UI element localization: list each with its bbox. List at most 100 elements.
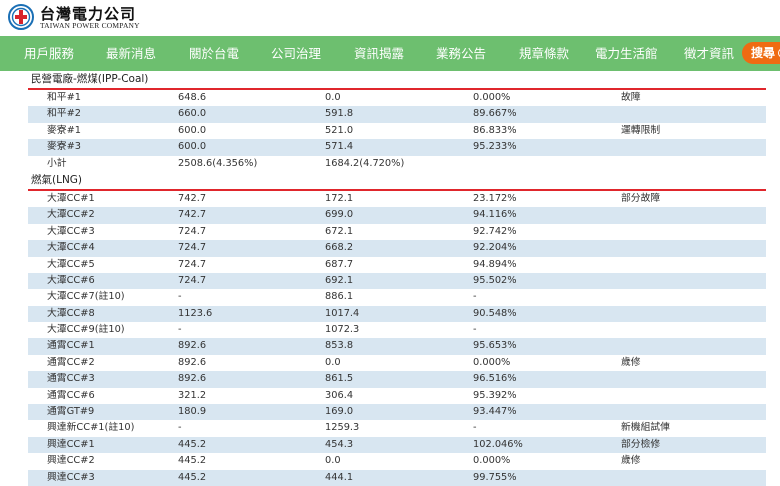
net-generation: 306.4 — [325, 389, 354, 401]
unit-name: 大潭CC#1 — [47, 192, 95, 204]
installed-capacity: 724.7 — [178, 274, 207, 286]
installed-capacity: 660.0 — [178, 108, 207, 120]
installed-capacity: 1123.6 — [178, 307, 213, 319]
table-row: 大潭CC#9(註10) - 1072.3 - — [28, 322, 766, 338]
generation-table: 民營電廠-燃煤(IPP-Coal) 和平#1 648.6 0.0 0.000% … — [28, 71, 766, 486]
net-generation: 0.0 — [325, 356, 341, 368]
remark: 部分檢修 — [621, 438, 661, 450]
unit-name: 通霄GT#9 — [47, 406, 95, 418]
installed-capacity: 724.7 — [178, 242, 207, 254]
unit-name: 通霄CC#6 — [47, 389, 95, 401]
table-row: 通霄CC#1 892.6 853.8 95.653% — [28, 338, 766, 355]
remark: 部分故障 — [621, 192, 661, 204]
unit-name: 和平#2 — [47, 108, 82, 120]
nav-item-regulations[interactable]: 規章條款 — [519, 46, 570, 61]
unit-name: 通霄CC#2 — [47, 356, 95, 368]
nav-item-news[interactable]: 最新消息 — [106, 46, 157, 61]
taipower-logo-icon[interactable] — [8, 4, 34, 30]
remark: 新機組試俥 — [621, 422, 670, 434]
nav-item-about[interactable]: 關於台電 — [189, 46, 240, 61]
utilization-ratio: 95.233% — [473, 141, 517, 153]
utilization-ratio: 89.667% — [473, 108, 517, 120]
table-row: 大潭CC#8 1123.6 1017.4 90.548% — [28, 305, 766, 323]
unit-name: 大潭CC#3 — [47, 225, 95, 237]
search-label: 搜尋 — [751, 46, 776, 60]
utilization-ratio: 93.447% — [473, 406, 517, 418]
unit-name: 大潭CC#6 — [47, 274, 95, 286]
nav-item-governance[interactable]: 公司治理 — [271, 46, 322, 61]
installed-capacity: 2508.6(4.356%) — [178, 157, 258, 169]
table-row: 通霄CC#6 321.2 306.4 95.392% — [28, 388, 766, 404]
net-generation: 0.0 — [325, 455, 341, 467]
utilization-ratio: 102.046% — [473, 438, 523, 450]
installed-capacity: 321.2 — [178, 389, 207, 401]
installed-capacity: 600.0 — [178, 141, 207, 153]
net-generation: 1259.3 — [325, 422, 360, 434]
remark: 歲修 — [621, 455, 641, 467]
section-heading-lng: 燃氣(LNG) — [28, 172, 766, 191]
installed-capacity: 724.7 — [178, 258, 207, 270]
unit-name: 大潭CC#7(註10) — [47, 291, 125, 303]
table-row: 通霄CC#2 892.6 0.0 0.000% 歲修 — [28, 355, 766, 371]
net-generation: 668.2 — [325, 242, 354, 254]
utilization-ratio: 92.204% — [473, 242, 517, 254]
table-row: 興達CC#3 445.2 444.1 99.755% — [28, 469, 766, 486]
unit-name: 大潭CC#5 — [47, 258, 95, 270]
table-row: 大潭CC#4 724.7 668.2 92.204% — [28, 240, 766, 257]
nav-item-careers[interactable]: 徵才資訊 — [684, 46, 735, 61]
installed-capacity: 724.7 — [178, 225, 207, 237]
unit-name: 大潭CC#4 — [47, 242, 95, 254]
remark: 運轉限制 — [621, 124, 661, 136]
main-nav: 用戶服務 最新消息 關於台電 公司治理 資訊揭露 業務公告 規章條款 電力生活館… — [0, 36, 780, 71]
utilization-ratio: 95.502% — [473, 274, 517, 286]
net-generation: 591.8 — [325, 108, 354, 120]
table-row: 大潭CC#3 724.7 672.1 92.742% — [28, 224, 766, 240]
unit-name: 麥寮#1 — [47, 124, 82, 136]
utilization-ratio: 0.000% — [473, 455, 511, 467]
installed-capacity: 892.6 — [178, 356, 207, 368]
installed-capacity: - — [178, 422, 182, 434]
utilization-ratio: - — [473, 422, 477, 434]
unit-name: 通霄CC#3 — [47, 373, 95, 385]
installed-capacity: - — [178, 291, 182, 303]
utilization-ratio: 92.742% — [473, 225, 517, 237]
installed-capacity: 445.2 — [178, 438, 207, 450]
table-row: 興達新CC#1(註10) - 1259.3 - 新機組試俥 — [28, 420, 766, 436]
table-row: 大潭CC#5 724.7 687.7 94.894% — [28, 257, 766, 273]
utilization-ratio: 99.755% — [473, 471, 517, 483]
net-generation: 886.1 — [325, 291, 354, 303]
nav-item-announcements[interactable]: 業務公告 — [436, 46, 487, 61]
section-heading-ipp-coal: 民營電廠-燃煤(IPP-Coal) — [28, 71, 766, 90]
net-generation: 1684.2(4.720%) — [325, 157, 405, 169]
installed-capacity: 742.7 — [178, 192, 207, 204]
logo-title: 台灣電力公司 — [40, 5, 137, 23]
subtotal-row: 小計 2508.6(4.356%) 1684.2(4.720%) — [28, 156, 766, 172]
top-header: 台灣電力公司 TAIWAN POWER COMPANY — [0, 0, 780, 36]
remark: 故障 — [621, 92, 641, 103]
search-button[interactable]: 搜尋 — [742, 42, 780, 64]
table-row: 大潭CC#7(註10) - 886.1 - — [28, 289, 766, 305]
installed-capacity: 445.2 — [178, 471, 207, 483]
net-generation: 692.1 — [325, 274, 354, 286]
utilization-ratio: 94.894% — [473, 258, 517, 270]
table-row: 和平#2 660.0 591.8 89.667% — [28, 106, 766, 123]
nav-item-customer-service[interactable]: 用戶服務 — [24, 46, 75, 61]
installed-capacity: 648.6 — [178, 92, 207, 103]
utilization-ratio: 96.516% — [473, 373, 517, 385]
unit-name: 大潭CC#8 — [47, 307, 95, 319]
net-generation: 853.8 — [325, 340, 354, 352]
logo-subtitle: TAIWAN POWER COMPANY — [40, 21, 140, 30]
installed-capacity: 742.7 — [178, 209, 207, 221]
nav-item-power-life[interactable]: 電力生活館 — [595, 46, 658, 61]
remark: 歲修 — [621, 356, 641, 368]
net-generation: 454.3 — [325, 438, 354, 450]
utilization-ratio: 23.172% — [473, 192, 517, 204]
installed-capacity: 180.9 — [178, 406, 207, 418]
table-row: 和平#1 648.6 0.0 0.000% 故障 — [28, 90, 766, 106]
table-row: 興達CC#2 445.2 0.0 0.000% 歲修 — [28, 453, 766, 469]
unit-name: 小計 — [47, 157, 67, 169]
utilization-ratio: 86.833% — [473, 124, 517, 136]
table-row: 大潭CC#2 742.7 699.0 94.116% — [28, 207, 766, 224]
nav-item-disclosure[interactable]: 資訊揭露 — [354, 46, 405, 61]
installed-capacity: 445.2 — [178, 455, 207, 467]
